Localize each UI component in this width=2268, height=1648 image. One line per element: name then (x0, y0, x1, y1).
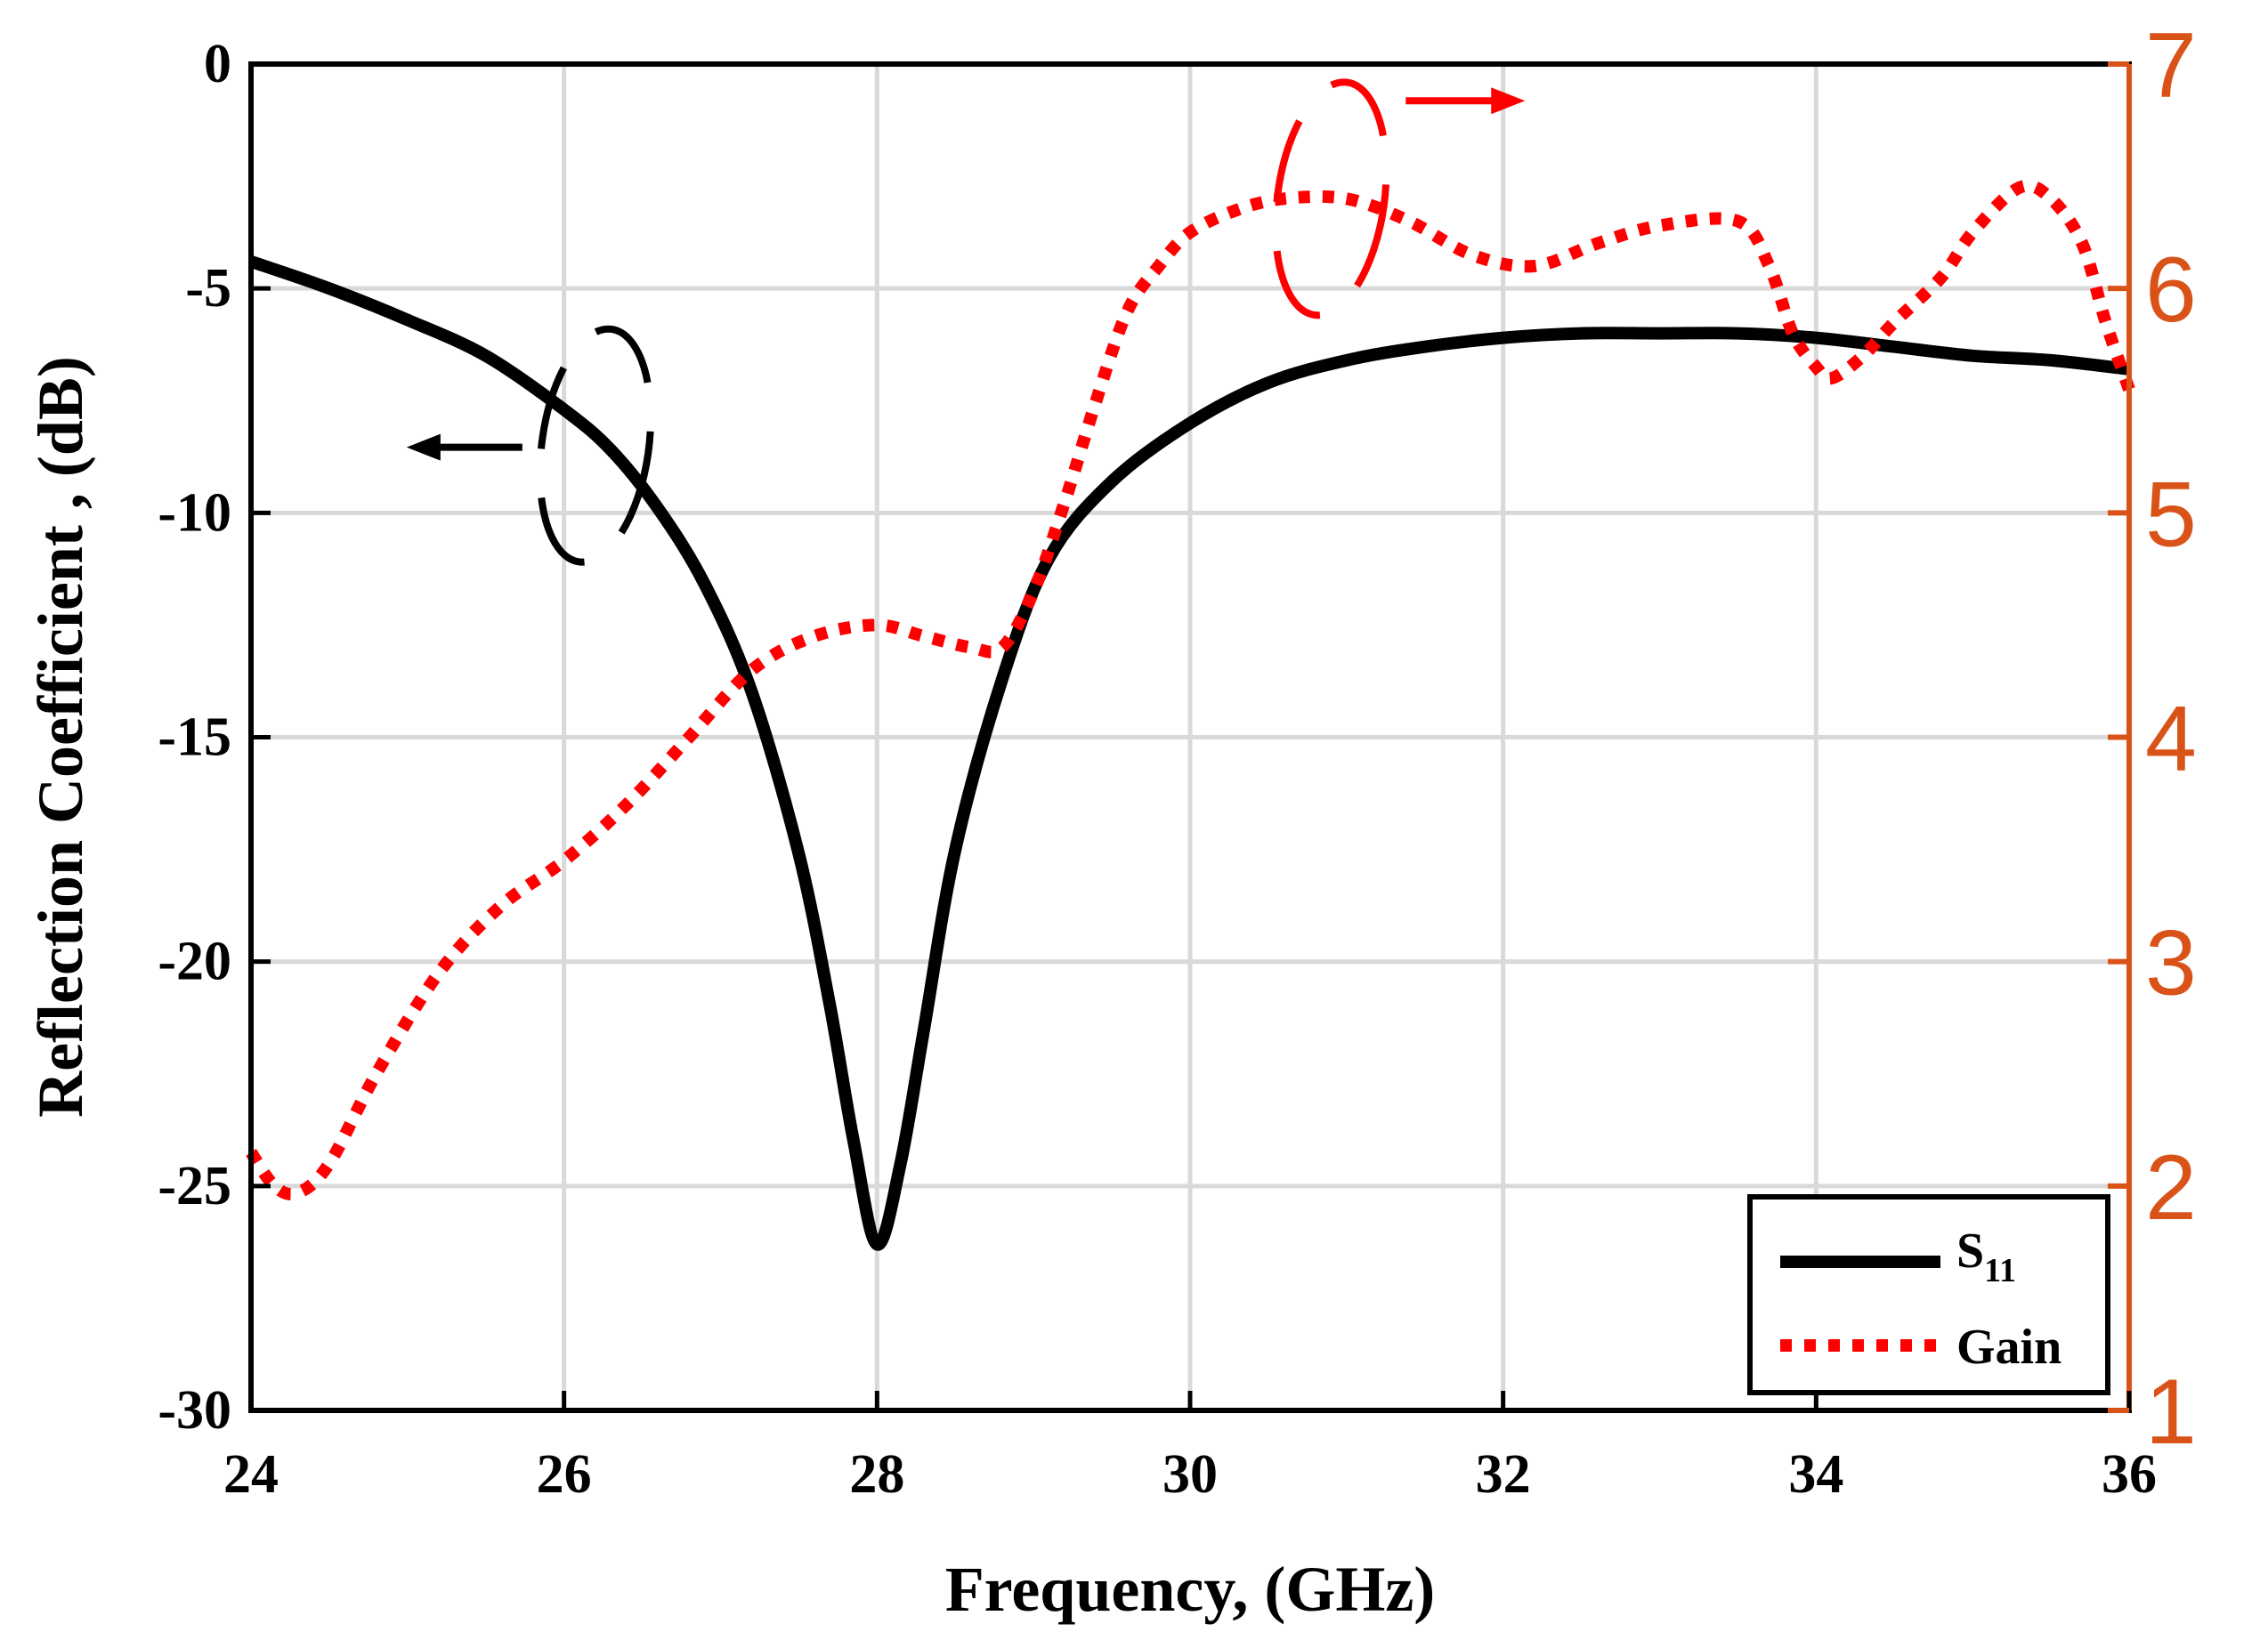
y-left-tick-label: -25 (158, 1156, 231, 1216)
y-right-tick-label: 6 (2145, 238, 2197, 342)
legend: S11 Gain (1747, 1194, 2110, 1395)
x-tick-label: 32 (1476, 1444, 1531, 1505)
x-tick-label: 28 (849, 1444, 904, 1505)
y-right-tick-label: 5 (2145, 463, 2197, 566)
annotation-layer (406, 78, 1526, 566)
y-left-tick-label: -30 (158, 1380, 231, 1441)
legend-label-gain: Gain (1956, 1320, 2061, 1375)
tick-marks (248, 61, 2132, 1413)
annotation-ellipse (1272, 78, 1390, 319)
legend-label-s11-main: S (1956, 1224, 1984, 1279)
y-left-tick-label: -5 (185, 258, 231, 319)
grid-lines (251, 64, 2129, 1410)
y-right-tick-label: 4 (2145, 688, 2197, 791)
annotation-arrow-head (1491, 87, 1526, 115)
y-right-tick-label: 7 (2145, 14, 2197, 117)
y-left-tick-label: -10 (158, 482, 231, 543)
legend-label-s11: S11 (1956, 1224, 2016, 1289)
annotation-ellipse (536, 325, 655, 566)
x-axis-title: Frequency, (GHz) (945, 1554, 1436, 1625)
y-axis-title-left: Reflection Coefficient , (dB) (25, 356, 96, 1118)
y-left-tick-label: -15 (158, 707, 231, 768)
y-right-tick-label: 2 (2145, 1136, 2197, 1240)
series-line-gain (246, 179, 2135, 1201)
y-right-tick-label: 3 (2145, 912, 2197, 1015)
x-tick-label: 36 (2102, 1444, 2157, 1505)
y-right-tick-label: 1 (2145, 1361, 2197, 1464)
legend-box (1747, 1194, 2110, 1395)
y-left-tick-label: 0 (204, 34, 231, 94)
x-tick-label: 26 (537, 1444, 592, 1505)
x-tick-label: 34 (1788, 1444, 1843, 1505)
x-tick-label: 30 (1162, 1444, 1218, 1505)
annotation-arrow-head (406, 433, 441, 461)
y-left-tick-label: -20 (158, 932, 231, 992)
legend-label-s11-subscript: 11 (1984, 1252, 2016, 1289)
x-tick-label: 24 (223, 1444, 279, 1505)
